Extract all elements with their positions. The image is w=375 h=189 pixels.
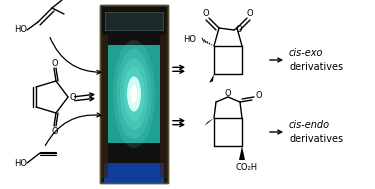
Polygon shape bbox=[204, 118, 214, 126]
Polygon shape bbox=[239, 146, 245, 160]
Text: derivatives: derivatives bbox=[289, 134, 343, 144]
Text: O: O bbox=[70, 92, 76, 101]
Ellipse shape bbox=[131, 85, 137, 103]
Bar bbox=[100, 5, 168, 183]
Text: O: O bbox=[236, 26, 243, 35]
Text: O: O bbox=[255, 91, 262, 99]
Bar bbox=[160, 35, 168, 178]
Text: derivatives: derivatives bbox=[289, 62, 343, 72]
Ellipse shape bbox=[127, 77, 141, 112]
Bar bbox=[108, 45, 160, 143]
Text: O: O bbox=[247, 9, 254, 18]
Text: CO₂H: CO₂H bbox=[236, 163, 258, 173]
Ellipse shape bbox=[117, 49, 152, 139]
Ellipse shape bbox=[120, 58, 148, 130]
Text: cis-exo: cis-exo bbox=[289, 48, 324, 58]
Bar bbox=[100, 5, 168, 183]
Ellipse shape bbox=[113, 40, 155, 148]
Text: O: O bbox=[202, 9, 209, 18]
Bar bbox=[104, 163, 164, 183]
Bar bbox=[100, 35, 108, 178]
Text: HO: HO bbox=[183, 35, 196, 43]
Text: O: O bbox=[52, 126, 58, 136]
Polygon shape bbox=[209, 74, 214, 83]
Bar bbox=[102, 7, 166, 181]
Text: cis-endo: cis-endo bbox=[289, 120, 330, 130]
Bar bbox=[105, 12, 163, 30]
Text: O: O bbox=[52, 59, 58, 67]
Text: O: O bbox=[225, 88, 231, 98]
Ellipse shape bbox=[127, 76, 141, 112]
Text: HO: HO bbox=[14, 159, 27, 167]
Ellipse shape bbox=[130, 85, 138, 103]
Ellipse shape bbox=[123, 67, 144, 121]
Text: HO: HO bbox=[14, 26, 27, 35]
